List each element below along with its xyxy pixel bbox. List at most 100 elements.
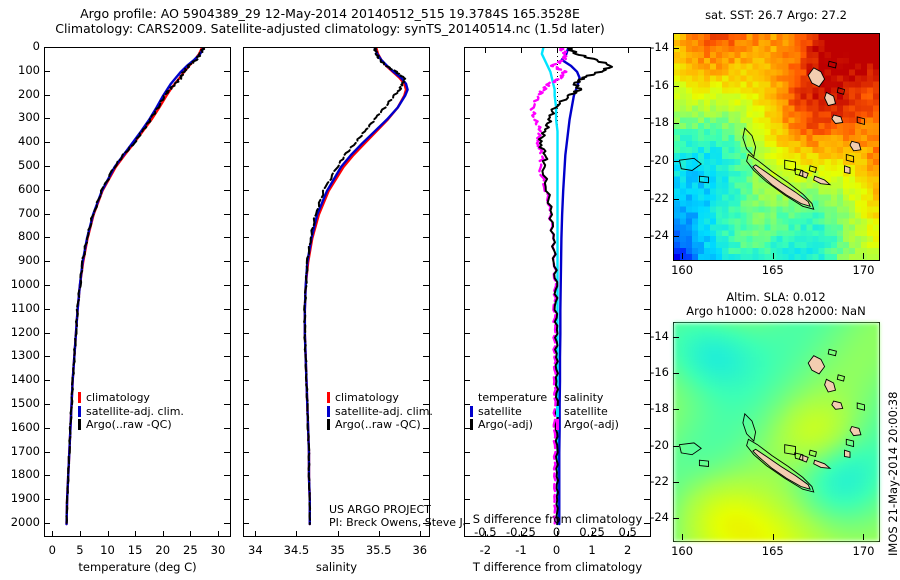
depth-tick-mark — [644, 142, 650, 144]
depth-tick-mark — [243, 499, 249, 501]
sla-map-y-tick-label: -24 — [650, 510, 669, 525]
depth-tick-mark — [44, 499, 50, 501]
difference-salinity-tick-label: 0.5 — [618, 525, 637, 539]
sla-map-y-tick-label: -20 — [650, 437, 669, 452]
x-tick-mark — [135, 531, 137, 537]
depth-tick-mark — [464, 332, 470, 334]
depth-tick-mark — [423, 404, 429, 406]
depth-tick-mark — [644, 47, 650, 48]
depth-tick-mark — [44, 427, 50, 429]
depth-tick-label: 1000 — [10, 277, 40, 292]
sst-map-y-tick-label: -22 — [650, 190, 669, 205]
legend-label: satellite-adj. clim. — [335, 404, 433, 418]
depth-tick-mark — [243, 142, 249, 144]
legend-label: climatology — [335, 391, 399, 404]
sst-map-x-tick-label: 165 — [761, 263, 784, 277]
figure-title-line1: Argo profile: AO 5904389_29 12-May-2014 … — [80, 6, 580, 21]
depth-tick-mark — [44, 118, 50, 120]
depth-tick-mark — [224, 142, 230, 144]
depth-tick-mark — [224, 261, 230, 263]
depth-tick-mark — [644, 427, 650, 429]
x-tick-label: 15 — [127, 543, 143, 557]
depth-tick-label: 1300 — [10, 348, 40, 363]
x-tick-label: 30 — [210, 543, 226, 557]
depth-tick-label: 900 — [18, 253, 40, 268]
depth-tick-mark — [44, 261, 50, 263]
depth-tick-mark — [464, 70, 470, 72]
legend-swatch — [556, 419, 559, 431]
sla-map-x-tick-mark — [772, 534, 774, 540]
depth-tick-mark — [243, 189, 249, 191]
x-tick-mark — [107, 531, 109, 537]
depth-tick-label: 1700 — [10, 443, 40, 458]
x-tick-label: 10 — [100, 543, 115, 557]
legend-swatch — [327, 419, 330, 431]
depth-tick-mark — [243, 213, 249, 215]
depth-tick-mark — [224, 451, 230, 453]
legend-item: satellite — [470, 405, 547, 419]
depth-tick-label: 600 — [18, 181, 40, 196]
depth-tick-mark — [44, 380, 50, 382]
depth-tick-mark — [423, 237, 429, 239]
depth-tick-mark — [423, 285, 429, 287]
sla-map-x-tick-mark — [682, 534, 684, 540]
depth-tick-mark — [464, 499, 470, 501]
x-tick-mark — [378, 531, 380, 537]
sst-map-y-tick-label: -16 — [650, 77, 669, 92]
legend-swatch — [78, 419, 81, 431]
depth-tick-mark — [423, 308, 429, 310]
depth-tick-mark — [243, 356, 249, 358]
legend-swatch — [470, 405, 473, 417]
sla-map-y-tick-label: -18 — [650, 401, 669, 416]
difference-salinity-tick-mark — [627, 47, 629, 53]
difference-salinity-tick-label: -0.25 — [506, 525, 536, 539]
x-tick-label: 34 — [248, 543, 263, 557]
depth-tick-mark — [423, 94, 429, 96]
depth-tick-mark — [464, 237, 470, 239]
depth-tick-label: 1400 — [10, 372, 40, 387]
depth-tick-label: 1200 — [10, 324, 40, 339]
legend-item: satellite-adj. clim. — [327, 405, 433, 419]
legend-item: Argo(..raw -QC) — [327, 418, 433, 432]
depth-tick-mark — [644, 94, 650, 96]
depth-tick-mark — [44, 166, 50, 168]
depth-tick-mark — [224, 523, 230, 525]
depth-tick-mark — [243, 427, 249, 429]
difference-salinity-tick-mark — [592, 47, 594, 53]
depth-tick-mark — [423, 142, 429, 144]
sst-map-title: sat. SST: 26.7 Argo: 27.2 — [705, 8, 847, 22]
depth-tick-mark — [644, 380, 650, 382]
depth-tick-mark — [464, 142, 470, 144]
depth-tick-mark — [224, 189, 230, 191]
legend-item: Argo(-adj) — [470, 418, 547, 432]
depth-tick-mark — [243, 332, 249, 334]
temperature-legend: climatology satellite-adj. clim. Argo(..ra… — [78, 391, 184, 432]
depth-tick-mark — [423, 380, 429, 382]
difference-legend-salinity: salinity satellite Argo(-adj) — [556, 391, 619, 432]
sst-map-x-tick-label: 160 — [671, 263, 694, 277]
x-tick-mark — [520, 531, 522, 537]
x-tick-mark — [255, 531, 257, 537]
depth-tick-mark — [464, 213, 470, 215]
x-tick-mark — [296, 531, 298, 537]
depth-tick-mark — [44, 142, 50, 144]
figure-title-line2: Climatology: CARS2009. Satellite-adjuste… — [55, 21, 605, 36]
sla-map-x-tick-label: 170 — [852, 544, 875, 558]
depth-tick-mark — [224, 213, 230, 215]
depth-tick-mark — [243, 261, 249, 263]
depth-tick-mark — [224, 427, 230, 429]
depth-tick-mark — [464, 380, 470, 382]
depth-tick-mark — [644, 213, 650, 215]
depth-tick-mark — [44, 237, 50, 239]
depth-tick-mark — [243, 308, 249, 310]
depth-tick-mark — [243, 166, 249, 168]
sst-map-y-tick-mark — [673, 161, 679, 163]
depth-tick-mark — [644, 118, 650, 120]
depth-tick-mark — [44, 332, 50, 334]
depth-tick-mark — [44, 94, 50, 96]
sst-map-x-tick-mark — [863, 253, 865, 259]
depth-tick-mark — [224, 237, 230, 239]
x-tick-label: -2 — [479, 543, 492, 557]
x-tick-label: 0 — [48, 543, 56, 557]
depth-tick-mark — [243, 118, 249, 120]
